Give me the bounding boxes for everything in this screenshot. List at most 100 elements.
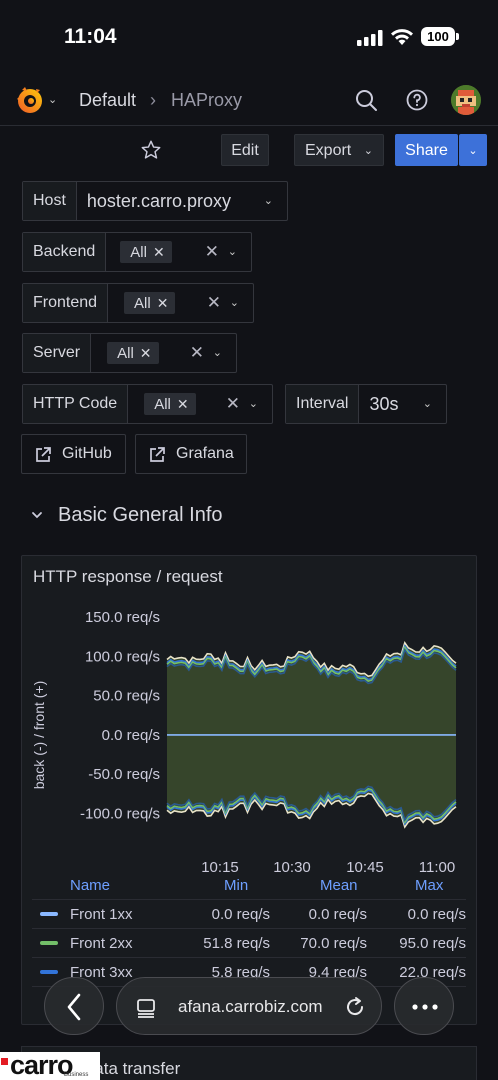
search-icon[interactable] — [354, 88, 378, 112]
grafana-link-label: Grafana — [176, 445, 234, 462]
panel-title[interactable]: Data transfer — [82, 1059, 181, 1078]
browser-back-button[interactable] — [44, 977, 104, 1035]
chip-label: All — [117, 345, 134, 362]
battery-icon: 100 — [421, 27, 459, 46]
remove-chip-icon[interactable]: ✕ — [139, 345, 152, 361]
legend-max: 22.0 req/s — [399, 964, 466, 981]
user-avatar[interactable] — [451, 85, 481, 115]
y-tick-label: -50.0 req/s — [88, 766, 160, 783]
carro-wordmark: carro — [10, 1050, 74, 1080]
legend-mean: 9.4 req/s — [308, 964, 367, 981]
legend-min: 0.0 req/s — [211, 906, 270, 923]
legend-name: Front 3xx — [70, 964, 133, 981]
legend-row[interactable]: Front 2xx 51.8 req/s 70.0 req/s 95.0 req… — [32, 928, 466, 957]
clear-icon[interactable]: ✕ — [206, 293, 221, 312]
status-time: 11:04 — [64, 25, 117, 48]
variable-frontend-value[interactable]: All ✕ ✕ ⌄ — [108, 284, 253, 322]
share-dropdown-chevron-icon[interactable]: ⌄ — [459, 134, 487, 166]
variable-host-value-text: hoster.carro.proxy — [86, 191, 231, 211]
chip-all[interactable]: All ✕ — [120, 241, 172, 263]
more-icon — [412, 1004, 438, 1010]
variable-interval[interactable]: Interval 30s ⌄ — [285, 384, 447, 424]
github-link-button[interactable]: GitHub — [21, 434, 126, 474]
series-line-front-2xx-bottom — [166, 787, 457, 825]
variable-interval-value-text: 30s — [369, 394, 399, 414]
variable-http-code-value[interactable]: All ✕ ✕ ⌄ — [128, 385, 272, 423]
legend-row[interactable]: Front 3xx 5.8 req/s 9.4 req/s 22.0 req/s — [32, 957, 466, 986]
breadcrumb-default[interactable]: Default — [79, 90, 137, 110]
legend-header-max[interactable]: Max — [415, 877, 444, 894]
series-line-front-3xx-alt-top — [166, 647, 457, 685]
export-chevron-down-icon: ⌄ — [363, 145, 373, 157]
remove-chip-icon[interactable]: ✕ — [176, 396, 189, 412]
help-icon[interactable] — [405, 88, 429, 112]
browser-url[interactable]: afana.carrobiz.com — [178, 997, 323, 1016]
star-icon[interactable] — [140, 139, 162, 161]
variable-server-value[interactable]: All ✕ ✕ ⌄ — [91, 334, 236, 372]
panel-title[interactable]: HTTP response / request — [33, 567, 223, 586]
clear-icon[interactable]: ✕ — [189, 343, 204, 362]
chevron-down-icon: ⌄ — [263, 195, 273, 207]
reload-icon[interactable] — [343, 995, 367, 1019]
legend-row[interactable]: Front 1xx 0.0 req/s 0.0 req/s 0.0 req/s — [32, 899, 466, 928]
http-response-chart: back (-) / front (+) 150.0 req/s 100.0 req… — [31, 609, 457, 876]
x-tick-label: 10:15 — [201, 859, 239, 876]
dashboard-toolbar: Edit Export ⌄ Share ⌄ — [0, 127, 498, 175]
series-line-total-top — [166, 641, 457, 678]
chevron-down-icon: ⌄ — [212, 347, 222, 359]
github-link-label: GitHub — [62, 445, 112, 462]
status-bar: 11:04 100 — [0, 0, 498, 72]
variable-server[interactable]: Server All ✕ ✕ ⌄ — [22, 333, 237, 373]
chevron-down-icon: ⌄ — [248, 398, 258, 410]
y-tick-label: 100.0 req/s — [85, 648, 160, 665]
y-tick-label: 150.0 req/s — [85, 609, 160, 626]
breadcrumb-separator: › — [150, 90, 156, 110]
chevron-down-icon: ⌄ — [229, 297, 239, 309]
export-button[interactable]: Export ⌄ — [294, 134, 384, 166]
variable-interval-value[interactable]: 30s ⌄ — [359, 385, 446, 423]
legend-swatch — [40, 970, 58, 974]
y-axis-label: back (-) / front (+) — [31, 681, 47, 790]
grafana-logo-icon[interactable] — [14, 84, 46, 116]
variable-backend-value[interactable]: All ✕ ✕ ⌄ — [106, 233, 251, 271]
remove-chip-icon[interactable]: ✕ — [152, 244, 165, 260]
remove-chip-icon[interactable]: ✕ — [156, 295, 169, 311]
variable-http-code[interactable]: HTTP Code All ✕ ✕ ⌄ — [22, 384, 273, 424]
legend-header-min[interactable]: Min — [224, 877, 249, 894]
share-button[interactable]: Share — [395, 134, 458, 166]
logo-chevron-down-icon[interactable]: ⌄ — [48, 94, 58, 106]
top-nav: ⌄ Default › HAProxy — [0, 72, 498, 126]
browser-address-bar[interactable]: afana.carrobiz.com — [116, 977, 382, 1035]
chip-all[interactable]: All ✕ — [107, 342, 159, 364]
legend-header-name[interactable]: Name — [70, 877, 111, 894]
clear-icon[interactable]: ✕ — [204, 242, 219, 261]
variable-frontend[interactable]: Frontend All ✕ ✕ ⌄ — [22, 283, 254, 323]
legend-max: 0.0 req/s — [407, 906, 466, 923]
legend-min: 5.8 req/s — [211, 964, 270, 981]
legend-mean: 0.0 req/s — [308, 906, 367, 923]
carro-logo-icon — [1, 1058, 8, 1065]
external-link-icon — [36, 447, 51, 462]
chip-label: All — [154, 396, 171, 413]
edit-button[interactable]: Edit — [221, 134, 269, 166]
clear-icon[interactable]: ✕ — [225, 394, 240, 413]
breadcrumb-haproxy: HAProxy — [171, 90, 243, 110]
export-label: Export — [305, 142, 352, 159]
tabs-icon[interactable] — [135, 996, 157, 1018]
variable-host[interactable]: Host hoster.carro.proxy ⌄ — [22, 181, 288, 221]
legend-header-mean[interactable]: Mean — [320, 877, 358, 894]
chip-all[interactable]: All ✕ — [144, 393, 196, 415]
signal-icon — [357, 30, 383, 46]
variable-host-value[interactable]: hoster.carro.proxy ⌄ — [77, 182, 287, 220]
legend-max: 95.0 req/s — [399, 935, 466, 952]
legend-mean: 70.0 req/s — [300, 935, 367, 952]
chevron-down-icon[interactable] — [30, 508, 44, 522]
browser-more-button[interactable] — [394, 977, 454, 1035]
grafana-link-button[interactable]: Grafana — [135, 434, 247, 474]
chevron-down-icon: ⌄ — [227, 246, 237, 258]
chip-all[interactable]: All ✕ — [124, 292, 176, 314]
series-line-total-bottom — [166, 792, 457, 829]
variable-backend[interactable]: Backend All ✕ ✕ ⌄ — [22, 232, 252, 272]
series-line-front-2xx-top — [166, 645, 457, 682]
chevron-down-icon: ⌄ — [422, 398, 432, 410]
